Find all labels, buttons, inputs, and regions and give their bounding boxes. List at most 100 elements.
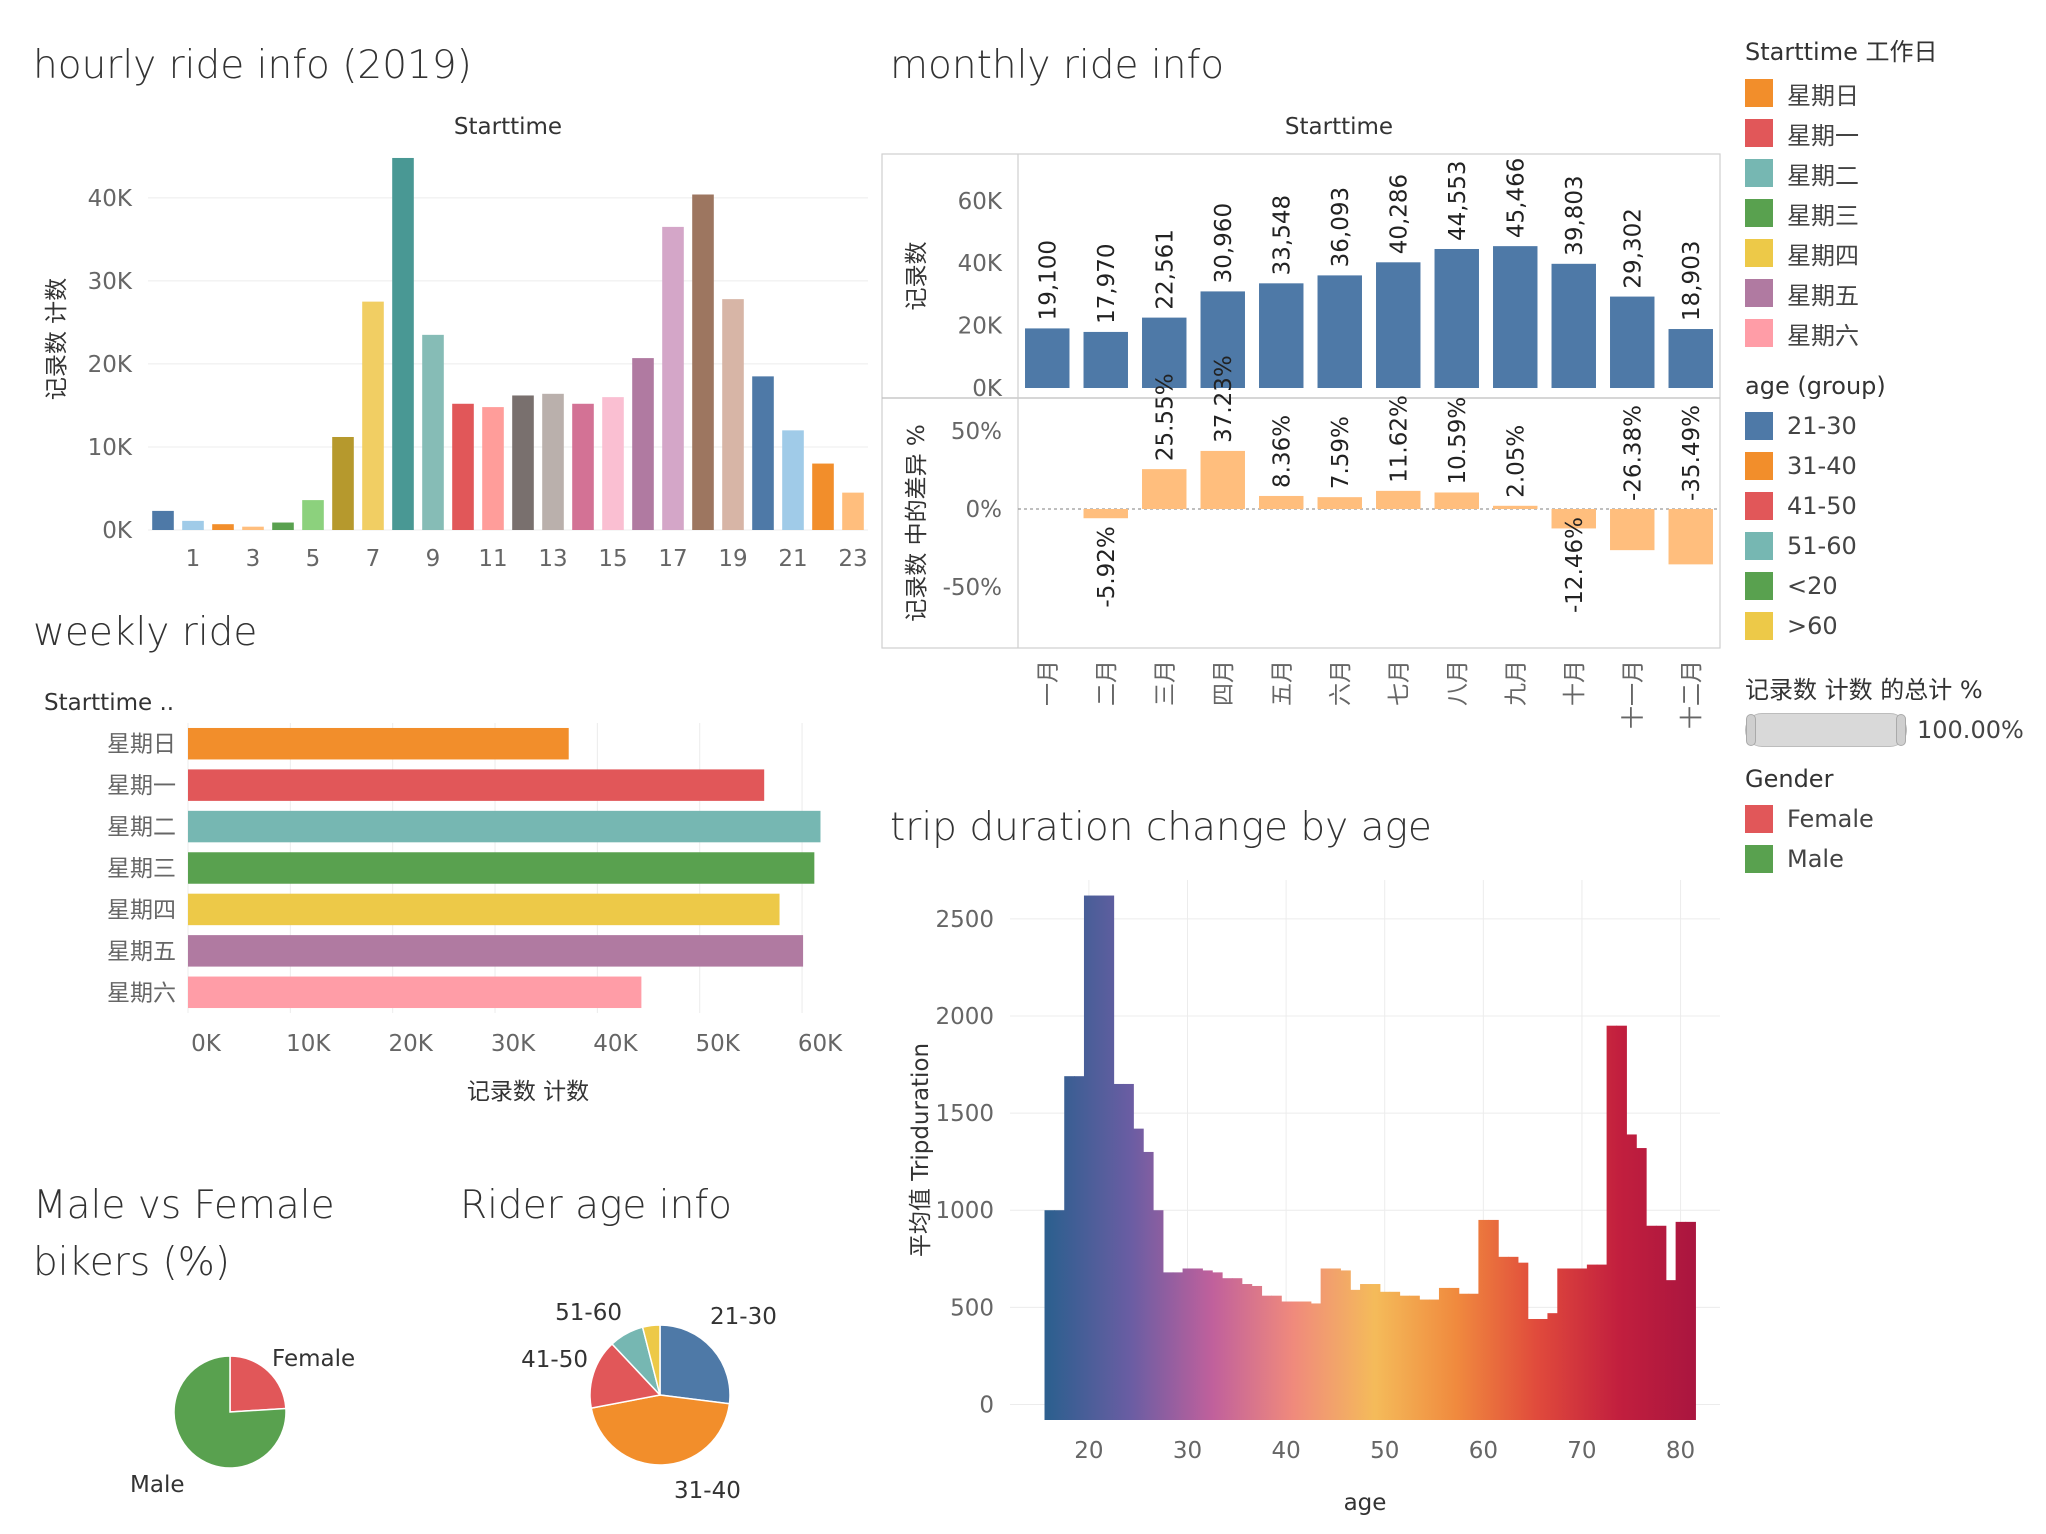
diff-value-label: -35.49%: [1679, 405, 1705, 501]
age-legend-item[interactable]: 31-40: [1745, 446, 1886, 486]
x-tick-label: 六月: [1328, 660, 1354, 706]
diff-value-label: 7.59%: [1328, 416, 1354, 489]
age-legend-item[interactable]: 21-30: [1745, 406, 1886, 446]
x-tick-label: 40K: [593, 1031, 638, 1057]
pct-total-slider[interactable]: [1745, 713, 1907, 747]
age-bar: [1281, 1301, 1292, 1420]
x-tick-label: 1: [186, 546, 201, 572]
age-legend-item[interactable]: >60: [1745, 606, 1886, 646]
month-bar: [1610, 296, 1655, 388]
weekday-legend-item[interactable]: 星期日: [1745, 73, 1937, 113]
age-bar: [1498, 1256, 1509, 1420]
y-tick-label: 40K: [88, 186, 133, 212]
age-bar: [1152, 1210, 1164, 1420]
y-axis-label: 记录数: [904, 242, 930, 311]
y-tick-label: 1500: [935, 1101, 994, 1127]
legend-swatch: [1745, 239, 1773, 267]
diff-bar: [1668, 509, 1713, 565]
age-bar: [1251, 1285, 1263, 1420]
age-bar: [1389, 1291, 1401, 1420]
age-bar: [1123, 1083, 1134, 1420]
monthly-chart: Starttime 0K 20K 40K 60K 记录数 19,100 17,970 22,56…: [881, 114, 1721, 729]
month-value-label: 29,302: [1620, 208, 1646, 288]
age-bar: [1212, 1272, 1223, 1420]
hour-bar: [212, 524, 234, 530]
hour-bar: [632, 358, 654, 530]
y-tick-label: 0%: [966, 497, 1003, 523]
age-slice: [641, 1324, 661, 1396]
x-tick-label: 10K: [286, 1031, 331, 1057]
age-bar: [1261, 1295, 1272, 1420]
month-bar: [1668, 329, 1713, 388]
month-bar: [1025, 328, 1070, 388]
age-bar: [1222, 1278, 1233, 1420]
x-tick-label: 9: [426, 546, 441, 572]
age-bar: [1064, 1076, 1075, 1420]
weekday-legend-item[interactable]: 星期五: [1745, 273, 1937, 313]
age-bar: [1675, 1221, 1687, 1420]
weekday-legend-item[interactable]: 星期二: [1745, 153, 1937, 193]
age-bar: [1074, 1076, 1085, 1420]
y-tick-label: 0K: [102, 518, 133, 544]
weekday-legend-item[interactable]: 星期三: [1745, 193, 1937, 233]
x-tick-label: 30K: [491, 1031, 536, 1057]
y-tick-label: -50%: [943, 575, 1002, 601]
age-bar: [1162, 1272, 1174, 1420]
age-bar: [1291, 1301, 1302, 1420]
legend-label: 星期三: [1787, 201, 1859, 230]
weekday-bar: [188, 935, 804, 967]
age-legend-item[interactable]: 41-50: [1745, 486, 1886, 526]
x-tick-label: 15: [598, 546, 627, 572]
age-slice: [590, 1394, 731, 1466]
gender-slice: [173, 1355, 287, 1469]
age-legend-item[interactable]: <20: [1745, 566, 1886, 606]
legend-label: 星期四: [1787, 241, 1859, 270]
y-tick-label: 10K: [88, 435, 133, 461]
pie-label-male: Male: [130, 1472, 184, 1498]
x-tick-label: 70: [1567, 1438, 1596, 1464]
gender-legend-item[interactable]: Female: [1745, 799, 1874, 839]
hour-bar: [152, 510, 174, 530]
month-value-label: 44,553: [1445, 161, 1471, 241]
duration-title: trip duration change by age: [890, 805, 1432, 850]
month-bar: [1493, 246, 1538, 388]
hour-bar: [242, 526, 264, 530]
gender-legend-item[interactable]: Male: [1745, 839, 1874, 879]
weekday-bar: [188, 810, 821, 843]
hour-bar: [482, 407, 504, 530]
weekday-legend-item[interactable]: 星期四: [1745, 233, 1937, 273]
month-value-label: 30,960: [1211, 203, 1237, 283]
age-legend-item[interactable]: 51-60: [1745, 526, 1886, 566]
weekday-legend-items: 星期日 星期一 星期二星期三星期四星期五 星期六: [1745, 73, 1937, 353]
hourly-header: Starttime: [454, 114, 562, 140]
weekday-legend-item[interactable]: 星期一: [1745, 113, 1937, 153]
x-tick-label: 十二月: [1679, 660, 1705, 729]
hour-bar: [182, 520, 204, 530]
legend-label: 31-40: [1787, 452, 1857, 480]
y-axis-label: 平均值 Tripduration: [908, 1043, 934, 1257]
weekday-legend-title: Starttime 工作日: [1745, 38, 1938, 66]
age-bar: [1369, 1284, 1381, 1420]
x-tick-label: 40: [1271, 1438, 1300, 1464]
hour-bar: [512, 395, 534, 530]
age-bar: [1340, 1270, 1351, 1420]
age-group-legend: age (group) 21-30 31-40 41-50 51-60 <20 >60: [1745, 372, 1886, 646]
slider-right-handle[interactable]: [1896, 714, 1906, 746]
age-group-legend-title: age (group): [1745, 372, 1886, 400]
y-tick-label: 星期三: [107, 856, 176, 882]
slider-left-handle[interactable]: [1746, 714, 1756, 746]
age-bar: [1438, 1287, 1450, 1420]
x-tick-label: 五月: [1269, 660, 1295, 706]
month-bar: [1200, 291, 1245, 388]
hour-bar: [392, 157, 414, 530]
age-bar: [1241, 1284, 1253, 1420]
x-tick-label: 7: [366, 546, 381, 572]
pie-label-age: 51-60: [555, 1300, 622, 1326]
weekday-legend-item[interactable]: 星期六: [1745, 313, 1937, 353]
age-slice: [659, 1324, 731, 1405]
y-tick-label: 星期六: [107, 980, 176, 1006]
diff-bar: [1259, 495, 1304, 509]
pie-label-age: 21-30: [710, 1304, 777, 1330]
age-bar: [1310, 1303, 1322, 1420]
age-bar: [1596, 1264, 1608, 1420]
